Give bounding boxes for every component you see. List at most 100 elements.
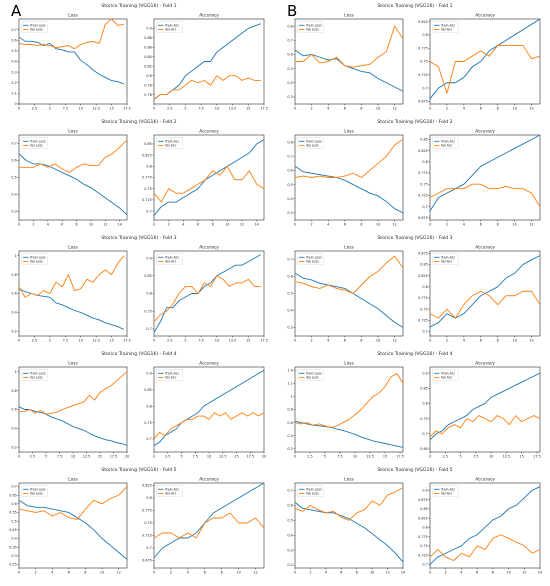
x-tick-label: 2 <box>309 571 311 575</box>
legend-label: Val Loss <box>30 144 43 148</box>
legend-label: Train Acc <box>440 487 456 491</box>
y-tick-label: 0.75 <box>144 309 152 313</box>
y-tick-label: 0.5 <box>287 67 292 71</box>
subplot-title: Accuracy <box>475 13 495 19</box>
x-tick-label: 5 <box>459 455 461 459</box>
x-tick-label: 15 <box>246 107 250 111</box>
y-tick-label: 0.3 <box>287 548 292 552</box>
x-tick-label: 6 <box>344 107 346 111</box>
x-tick-label: 2 <box>35 571 37 575</box>
y-tick-label: 0.7 <box>11 485 16 489</box>
x-tick-label: 12.5 <box>92 107 100 111</box>
loss-subplot: Loss 0 2 4 6 8 10 12 14 0.2 0.3 0.4 0.5 0.6 0.7 Train L… <box>287 477 405 575</box>
legend-label: Train Loss <box>305 139 322 143</box>
x-tick-label: 12.5 <box>92 339 100 343</box>
x-tick-label: 6 <box>480 107 482 111</box>
x-tick-label: 0 <box>153 455 155 459</box>
x-tick-label: 5 <box>184 107 186 111</box>
x-tick-label: 10 <box>506 571 510 575</box>
x-tick-label: 12 <box>253 571 257 575</box>
x-tick-label: 2.5 <box>30 455 35 459</box>
x-tick-label: 6 <box>340 571 342 575</box>
x-tick-label: 12 <box>103 223 107 227</box>
x-tick-label: 7.5 <box>63 339 68 343</box>
legend-label: Val Acc <box>441 376 453 380</box>
y-tick-label: 0 <box>15 102 17 106</box>
x-tick-label: 8 <box>221 571 223 575</box>
y-tick-label: 1 <box>15 254 17 258</box>
x-tick-label: 17.5 <box>260 107 268 111</box>
y-tick-label: 0.5 <box>287 292 292 296</box>
legend-label: Val Loss <box>306 28 319 32</box>
subplot-title: Loss <box>344 477 354 483</box>
x-tick-label: 2.5 <box>165 455 170 459</box>
x-tick-label: 10 <box>79 339 83 343</box>
x-tick-label: 8 <box>497 223 499 227</box>
fold-chart-a-5: Loss 0 2 4 6 8 10 12 0.25 0.3 0.35 0.4 0.45 0.5 0.55 0.… <box>9 477 265 575</box>
axes-frame <box>429 134 541 221</box>
x-tick-label: 8 <box>212 223 214 227</box>
legend-label: Train Loss <box>29 23 46 27</box>
y-tick-label: 0.7 <box>422 205 427 209</box>
y-tick-label: 0.675 <box>418 100 428 104</box>
y-tick-label: 0.9 <box>146 256 151 260</box>
val-series-line <box>18 18 124 50</box>
x-tick-label: 5 <box>184 339 186 343</box>
y-tick-label: 0.8 <box>11 273 16 277</box>
x-tick-label: 0 <box>294 339 296 343</box>
x-tick-label: 2 <box>168 223 170 227</box>
x-tick-label: 10 <box>215 107 219 111</box>
x-tick-label: 0 <box>429 455 431 459</box>
y-tick-label: 0.7 <box>287 38 292 42</box>
val-series-line <box>429 183 541 207</box>
y-tick-label: 0.78 <box>144 83 152 87</box>
y-tick-label: 0.75 <box>420 60 428 64</box>
x-tick-label: 6 <box>68 571 70 575</box>
x-tick-label: 0 <box>18 571 20 575</box>
x-tick-label: 10 <box>215 339 219 343</box>
y-tick-label: 0.775 <box>418 46 428 50</box>
y-tick-label: 0.725 <box>418 319 428 323</box>
x-tick-label: 2 <box>311 107 313 111</box>
axes-frame <box>18 18 128 105</box>
y-tick-label: 0.85 <box>144 142 152 146</box>
legend-label: Val Loss <box>306 260 319 264</box>
y-tick-label: 0.75 <box>420 182 428 186</box>
x-tick-label: 10 <box>376 107 380 111</box>
x-tick-label: 17.5 <box>260 339 268 343</box>
y-tick-label: 0.75 <box>420 417 428 421</box>
y-tick-label: 0.8 <box>146 496 151 500</box>
y-tick-label: 0.76 <box>144 93 152 97</box>
legend-label: Train Loss <box>29 255 46 259</box>
accuracy-subplot: Accuracy 0 2.5 5 7.5 10 12.5 15 17.5 20 0.7 0.75 0.8… <box>144 361 266 459</box>
y-tick-label: 0.3 <box>11 210 16 214</box>
legend-label: Train Loss <box>29 487 46 491</box>
x-tick-label: 8 <box>76 223 78 227</box>
fold-title: Storico Training (VGG16) - Fold 3 <box>101 236 177 241</box>
fold-title: Storico Training (VGG16) - Fold 2 <box>101 120 177 125</box>
x-tick-label: 0 <box>18 223 20 227</box>
y-tick-label: 0.8 <box>146 292 151 296</box>
panel-label-a: A <box>11 2 22 20</box>
x-tick-label: 0 <box>18 455 20 459</box>
y-tick-label: 0.9 <box>146 27 151 31</box>
y-tick-label: 0.65 <box>9 493 17 497</box>
legend-label: Val Acc <box>441 260 453 264</box>
y-tick-label: 0.8 <box>287 24 292 28</box>
x-tick-label: 10 <box>512 107 516 111</box>
legend-label: Train Loss <box>305 487 322 491</box>
y-tick-label: 0.5 <box>287 518 292 522</box>
y-tick-label: 0.4 <box>287 197 292 201</box>
y-tick-label: 0.825 <box>418 149 428 153</box>
y-tick-label: 0.675 <box>418 216 428 220</box>
legend-label: Val Acc <box>165 376 177 380</box>
x-tick-label: 17.5 <box>396 455 404 459</box>
y-tick-label: 0.75 <box>144 521 152 525</box>
y-tick-label: 0.86 <box>144 46 152 50</box>
x-tick-label: 6 <box>344 339 346 343</box>
